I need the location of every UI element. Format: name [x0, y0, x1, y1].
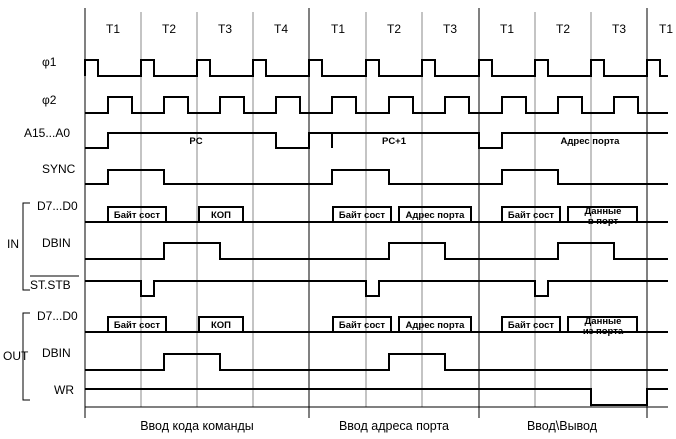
- phase-fetch-label: Ввод кода команды: [140, 419, 254, 433]
- wr-waveform: [85, 388, 668, 406]
- address-port-label: Адрес порта: [561, 136, 621, 147]
- group-brackets: IN OUT: [3, 202, 30, 401]
- phi2-waveform: [85, 96, 668, 114]
- tick-label: T3: [612, 22, 626, 36]
- address-bus-waveform: [85, 132, 668, 149]
- in-status-box-2: [332, 206, 392, 223]
- out-port-address-text: Адрес порта: [406, 320, 466, 331]
- in-port-address-box: [398, 206, 472, 223]
- out-data-bus-label: D7...D0: [37, 309, 78, 323]
- in-status-text: Байт сост: [114, 210, 160, 221]
- in-dbin-label: DBIN: [42, 236, 71, 250]
- wr-label: WR: [54, 383, 74, 397]
- tick-label: T4: [274, 22, 288, 36]
- out-data-from-port-text-1: Данные: [585, 316, 622, 327]
- ststb-waveform: [85, 280, 668, 297]
- tick-label: T2: [387, 22, 401, 36]
- address-pc1-label: PC+1: [382, 136, 407, 147]
- in-port-address-text: Адрес порта: [406, 210, 466, 221]
- tick-label: T1: [331, 22, 345, 36]
- in-opcode-text: КОП: [211, 210, 231, 221]
- in-status-text-3: Байт сост: [508, 210, 554, 221]
- in-opcode-box: [198, 206, 244, 223]
- out-status-text-3: Байт сост: [508, 320, 554, 331]
- tick-label: T3: [218, 22, 232, 36]
- tick-label: T3: [443, 22, 457, 36]
- out-data-from-port-text-2: из порта: [583, 326, 624, 337]
- phi1-label: φ1: [42, 55, 57, 69]
- phase-port-address-label: Ввод адреса порта: [339, 419, 449, 433]
- tick-label: T1: [500, 22, 514, 36]
- in-status-text-2: Байт сост: [339, 210, 385, 221]
- address-bus-label: A15...A0: [24, 126, 70, 140]
- out-status-box: [107, 316, 167, 333]
- out-status-text: Байт сост: [114, 320, 160, 331]
- out-opcode-box: [198, 316, 244, 333]
- in-group-label: IN: [7, 237, 19, 251]
- sync-label: SYNC: [42, 162, 76, 176]
- address-pc-label: PC: [189, 136, 202, 147]
- in-dbin-waveform: [85, 242, 668, 260]
- tick-label: T1: [659, 22, 673, 36]
- phi2-label: φ2: [42, 93, 57, 107]
- out-opcode-text: КОП: [211, 320, 231, 331]
- out-group-label: OUT: [3, 349, 29, 363]
- tick-label: T2: [556, 22, 570, 36]
- out-dbin-waveform: [85, 353, 668, 371]
- in-status-box: [107, 206, 167, 223]
- ststb-label: ST.STB: [30, 278, 71, 292]
- in-status-box-3: [501, 206, 561, 223]
- tick-label: T2: [162, 22, 176, 36]
- phase-io-label: Ввод\Вывод: [527, 419, 598, 433]
- signal-labels: φ1 φ2 A15...A0 SYNC D7...D0 DBIN ST.STB …: [24, 55, 79, 397]
- out-status-box-2: [332, 316, 392, 333]
- tick-label: T1: [106, 22, 120, 36]
- out-data-from-port-box: [567, 316, 638, 333]
- out-dbin-label: DBIN: [42, 346, 71, 360]
- sync-waveform: [85, 169, 668, 185]
- tick-labels: T1 T2 T3 T4 T1 T2 T3 T1 T2 T3 T1: [106, 22, 673, 36]
- in-data-to-port-text-1: Данные: [585, 206, 622, 217]
- in-data-to-port-box: [567, 206, 638, 223]
- phi1-waveform: [84, 59, 668, 77]
- out-port-address-box: [398, 316, 472, 333]
- in-data-bus-label: D7...D0: [37, 199, 78, 213]
- out-status-box-3: [501, 316, 561, 333]
- period-guides: [140, 12, 592, 407]
- out-status-text-2: Байт сост: [339, 320, 385, 331]
- in-data-to-port-text-2: в порт: [588, 216, 619, 227]
